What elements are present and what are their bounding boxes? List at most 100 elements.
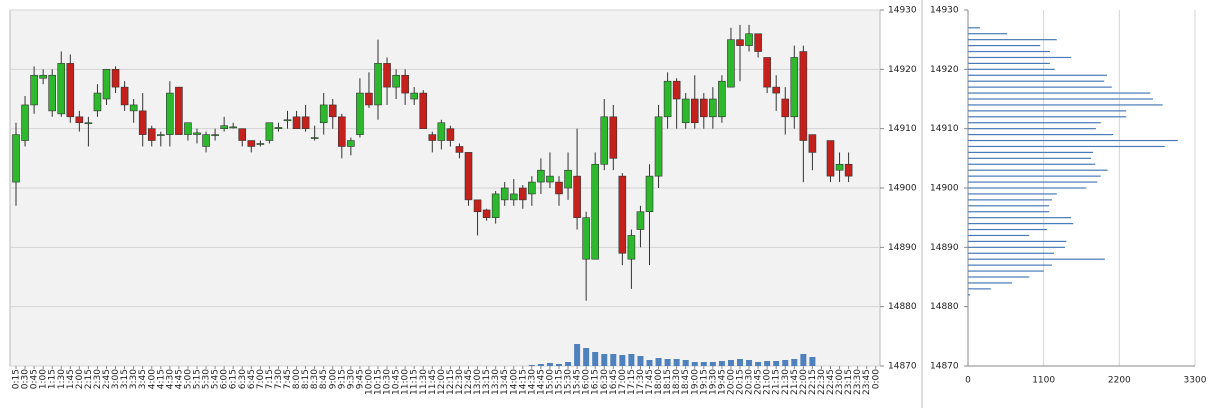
- profile-bar: [968, 116, 1127, 118]
- x-tick-label: 6:30: [238, 369, 248, 389]
- x-tick-label: 19:15: [699, 369, 709, 395]
- x-tick-label: 22:30: [817, 369, 827, 395]
- volume-bar: [601, 354, 608, 366]
- candle-body: [48, 74, 57, 112]
- x-tick-label: 11:15: [410, 369, 420, 395]
- candle-body: [482, 209, 491, 218]
- x-tick-label: 17:30: [636, 369, 646, 395]
- candle-body: [509, 193, 518, 201]
- volume-bar: [791, 359, 798, 366]
- volume-bar: [782, 360, 789, 366]
- x-tick-label: 1:30: [57, 369, 67, 389]
- profile-bar: [968, 252, 1054, 254]
- x-tick-label: 19:00: [690, 369, 700, 395]
- x-tick-label: 17:45: [645, 369, 655, 395]
- candle-body: [645, 175, 654, 213]
- x-tick-label: 4:15: [156, 369, 166, 389]
- candle-body: [600, 116, 609, 165]
- volume-bar: [537, 364, 544, 366]
- candle-body: [102, 69, 111, 100]
- candle-body: [166, 92, 174, 135]
- x-tick-label: 0:15: [12, 369, 22, 389]
- volume-bar: [619, 355, 626, 366]
- profile-bar: [968, 151, 1094, 153]
- profile-bar: [968, 187, 1087, 189]
- candle-body: [835, 163, 844, 171]
- profile-bar: [968, 175, 1101, 177]
- candle-body: [709, 98, 717, 118]
- candle-body: [193, 132, 201, 135]
- x-tick-label: 15:30: [564, 369, 574, 395]
- x-tick-label: 2:15: [84, 369, 94, 389]
- candle-body: [265, 122, 274, 141]
- candle-body: [663, 80, 672, 118]
- y-tick-label: 14930: [930, 6, 959, 16]
- candle-body: [39, 74, 47, 79]
- volume-bar: [809, 357, 816, 366]
- y-tick-label: 14900: [930, 184, 959, 194]
- volume-bar: [583, 348, 590, 366]
- candle-body: [491, 193, 500, 218]
- profile-bar: [968, 223, 1074, 225]
- y-tick-label: 14880: [888, 302, 917, 312]
- profile-bar: [968, 62, 1050, 64]
- profile-bar: [968, 56, 1072, 59]
- x-tick-label: 0: [965, 376, 971, 386]
- x-tick-label: 16:15: [591, 369, 601, 395]
- y-tick-label: 14930: [888, 6, 917, 16]
- candle-body: [799, 51, 808, 141]
- profile-bar: [968, 240, 1067, 242]
- volume-bar: [646, 360, 653, 366]
- x-tick-label: 1:00: [39, 369, 49, 389]
- x-tick-label: 14:45: [536, 369, 546, 395]
- candle-body: [21, 104, 29, 141]
- candle-body: [528, 181, 536, 195]
- x-tick-label: 5:30: [202, 369, 212, 389]
- volume-bar: [746, 360, 753, 366]
- y-tick-label: 14890: [888, 243, 917, 253]
- candle-body: [57, 63, 66, 115]
- x-tick-label: 7:15: [265, 369, 275, 389]
- x-tick-label: 21:15: [772, 369, 782, 395]
- x-tick-label: 3300: [1184, 376, 1207, 386]
- candle-body: [392, 74, 400, 88]
- x-tick-label: 10:30: [383, 369, 393, 395]
- x-tick-label: 17:00: [618, 369, 628, 395]
- candle-body: [202, 134, 210, 147]
- candle-body: [374, 63, 382, 106]
- x-tick-label: 4:45: [174, 369, 184, 389]
- y-tick-label: 14870: [930, 362, 959, 372]
- x-tick-label: 17:15: [627, 369, 637, 395]
- profile-bar: [968, 50, 1050, 53]
- y-tick-label: 14880: [930, 302, 959, 312]
- volume-bar: [628, 354, 635, 366]
- profile-bar: [968, 276, 1030, 278]
- volume-bar: [556, 364, 562, 366]
- x-tick-label: 1:15: [48, 369, 58, 389]
- x-tick-label: 20:45: [754, 369, 764, 395]
- candle-body: [30, 74, 38, 106]
- x-tick-label: 2:00: [75, 369, 85, 389]
- candle-body: [464, 152, 473, 201]
- x-tick-label: 5:15: [193, 369, 203, 389]
- x-tick-label: 22:00: [799, 369, 809, 395]
- volume-bar: [655, 358, 662, 366]
- x-tick-label: 1:45: [66, 369, 76, 389]
- x-tick-label: 19:45: [717, 369, 727, 395]
- candle-body: [555, 181, 563, 195]
- volume-bar: [764, 361, 771, 366]
- volume-bar: [546, 363, 553, 366]
- x-tick-label: 9:30: [346, 369, 356, 389]
- candle-body: [66, 63, 75, 118]
- x-tick-label: 14:00: [509, 369, 519, 395]
- candle-body: [229, 126, 237, 129]
- candle-body: [319, 104, 328, 124]
- profile-bar: [968, 264, 1052, 266]
- profile-bar: [968, 205, 1050, 207]
- profile-bar: [968, 294, 971, 296]
- x-tick-label: 13:15: [482, 369, 492, 395]
- profile-bar: [968, 181, 1098, 183]
- candle-body: [772, 86, 781, 94]
- x-tick-label: 11:00: [401, 369, 411, 395]
- x-tick-label: 23:30: [853, 369, 863, 395]
